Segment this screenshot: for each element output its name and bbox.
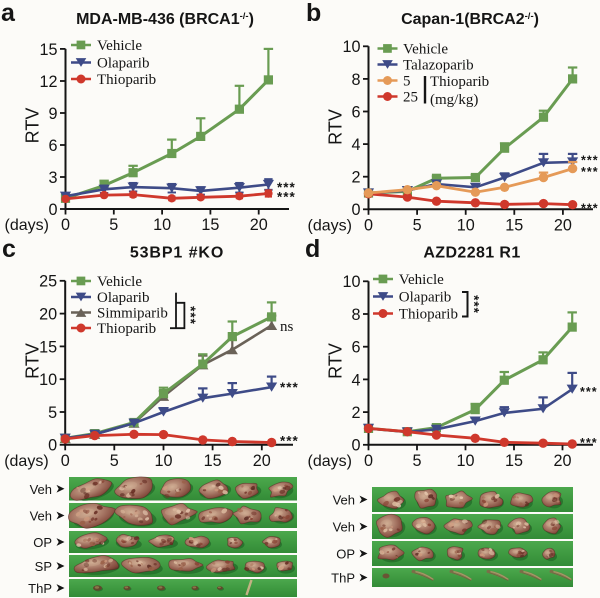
svg-text:5: 5 xyxy=(403,74,411,90)
svg-text:Vehicle: Vehicle xyxy=(403,42,448,58)
svg-text:10: 10 xyxy=(457,216,475,234)
svg-text:5: 5 xyxy=(48,404,57,422)
svg-text:20: 20 xyxy=(250,216,268,234)
svg-text:ns: ns xyxy=(280,319,294,335)
svg-text:OP: OP xyxy=(33,535,52,550)
svg-text:0: 0 xyxy=(61,216,70,234)
svg-text:15: 15 xyxy=(39,41,57,59)
svg-text:8: 8 xyxy=(351,71,360,89)
svg-text:0: 0 xyxy=(364,216,373,234)
svg-text:25: 25 xyxy=(39,273,57,291)
svg-text:***: *** xyxy=(581,154,599,168)
svg-text:0: 0 xyxy=(351,201,360,219)
svg-text:Veh: Veh xyxy=(333,520,355,535)
svg-text:RTV: RTV xyxy=(23,108,43,144)
svg-text:AZD2281 R1: AZD2281 R1 xyxy=(423,245,520,262)
svg-text:***: *** xyxy=(581,202,599,216)
svg-text:4: 4 xyxy=(351,136,360,154)
svg-text:2: 2 xyxy=(351,169,360,187)
svg-text:RTV: RTV xyxy=(23,343,43,379)
svg-text:10: 10 xyxy=(153,216,171,234)
svg-text:Olaparib: Olaparib xyxy=(97,56,149,72)
svg-text:2: 2 xyxy=(351,404,360,422)
svg-text:15: 15 xyxy=(505,216,523,234)
svg-text:10: 10 xyxy=(154,452,172,470)
svg-text:0: 0 xyxy=(364,452,373,470)
svg-text:6: 6 xyxy=(351,339,360,357)
svg-text:Olaparib: Olaparib xyxy=(97,290,149,306)
svg-text:0: 0 xyxy=(48,437,57,455)
svg-text:ThP: ThP xyxy=(28,581,52,596)
svg-text:53BP1 #KO: 53BP1 #KO xyxy=(130,245,224,262)
svg-text:***: *** xyxy=(467,295,482,314)
svg-text:6: 6 xyxy=(351,103,360,121)
svg-text:Thioparib: Thioparib xyxy=(97,72,156,88)
svg-text:9: 9 xyxy=(48,105,57,123)
svg-text:10: 10 xyxy=(456,452,474,470)
svg-text:25: 25 xyxy=(403,90,418,106)
svg-text:20: 20 xyxy=(553,452,571,470)
svg-text:b: b xyxy=(306,0,321,27)
svg-text:(days): (days) xyxy=(5,217,49,234)
svg-text:***: *** xyxy=(280,380,299,395)
svg-text:Veh: Veh xyxy=(30,482,52,497)
svg-text:(days): (days) xyxy=(308,453,352,470)
svg-text:5: 5 xyxy=(109,216,118,234)
svg-text:ThP: ThP xyxy=(331,571,355,586)
svg-text:***: *** xyxy=(580,436,598,450)
svg-text:d: d xyxy=(305,235,320,263)
svg-text:Vehicle: Vehicle xyxy=(97,274,142,290)
svg-text:***: *** xyxy=(580,385,598,399)
svg-text:15: 15 xyxy=(201,216,219,234)
svg-text:Thioparib: Thioparib xyxy=(399,307,458,323)
svg-text:3: 3 xyxy=(48,169,57,187)
svg-text:***: *** xyxy=(581,165,599,179)
svg-text:15: 15 xyxy=(204,452,222,470)
svg-text:0: 0 xyxy=(61,452,70,470)
svg-text:***: *** xyxy=(277,190,296,205)
svg-text:Vehicle: Vehicle xyxy=(97,38,142,54)
svg-text:Thioparib: Thioparib xyxy=(97,321,156,337)
svg-text:Capan-1(BRCA2-/-): Capan-1(BRCA2-/-) xyxy=(401,11,539,28)
svg-text:***: *** xyxy=(183,306,198,325)
svg-text:OP: OP xyxy=(336,547,355,562)
svg-text:10: 10 xyxy=(342,38,360,56)
svg-text:(days): (days) xyxy=(308,217,352,234)
svg-text:20: 20 xyxy=(253,452,271,470)
svg-text:RTV: RTV xyxy=(325,109,345,145)
svg-text:a: a xyxy=(1,0,16,27)
svg-text:8: 8 xyxy=(351,306,360,324)
svg-text:(mg/kg): (mg/kg) xyxy=(430,92,478,108)
svg-text:4: 4 xyxy=(351,371,360,389)
svg-text:Vehicle: Vehicle xyxy=(399,272,444,288)
svg-text:0: 0 xyxy=(351,437,360,455)
svg-text:MDA-MB-436 (BRCA1-/-): MDA-MB-436 (BRCA1-/-) xyxy=(76,11,254,28)
svg-text:SP: SP xyxy=(35,559,52,574)
svg-text:5: 5 xyxy=(413,216,422,234)
svg-text:10: 10 xyxy=(39,371,57,389)
svg-text:20: 20 xyxy=(39,306,57,324)
svg-text:***: *** xyxy=(277,180,296,195)
svg-text:RTV: RTV xyxy=(325,343,345,379)
svg-text:5: 5 xyxy=(110,452,119,470)
svg-text:10: 10 xyxy=(342,273,360,291)
svg-text:(days): (days) xyxy=(4,453,48,470)
svg-text:20: 20 xyxy=(554,216,572,234)
svg-text:0: 0 xyxy=(48,201,57,219)
svg-text:Talazoparib: Talazoparib xyxy=(403,58,474,74)
svg-text:***: *** xyxy=(280,434,299,449)
svg-text:15: 15 xyxy=(505,452,523,470)
svg-text:6: 6 xyxy=(48,137,57,155)
svg-text:12: 12 xyxy=(39,73,57,91)
svg-text:c: c xyxy=(2,235,16,263)
svg-text:15: 15 xyxy=(39,338,57,356)
svg-text:Thioparib: Thioparib xyxy=(430,74,489,90)
svg-text:Veh: Veh xyxy=(333,493,355,508)
svg-text:Veh: Veh xyxy=(30,509,52,524)
svg-text:5: 5 xyxy=(412,452,421,470)
svg-text:Simmiparib: Simmiparib xyxy=(97,306,168,322)
svg-text:Olaparib: Olaparib xyxy=(399,290,451,306)
